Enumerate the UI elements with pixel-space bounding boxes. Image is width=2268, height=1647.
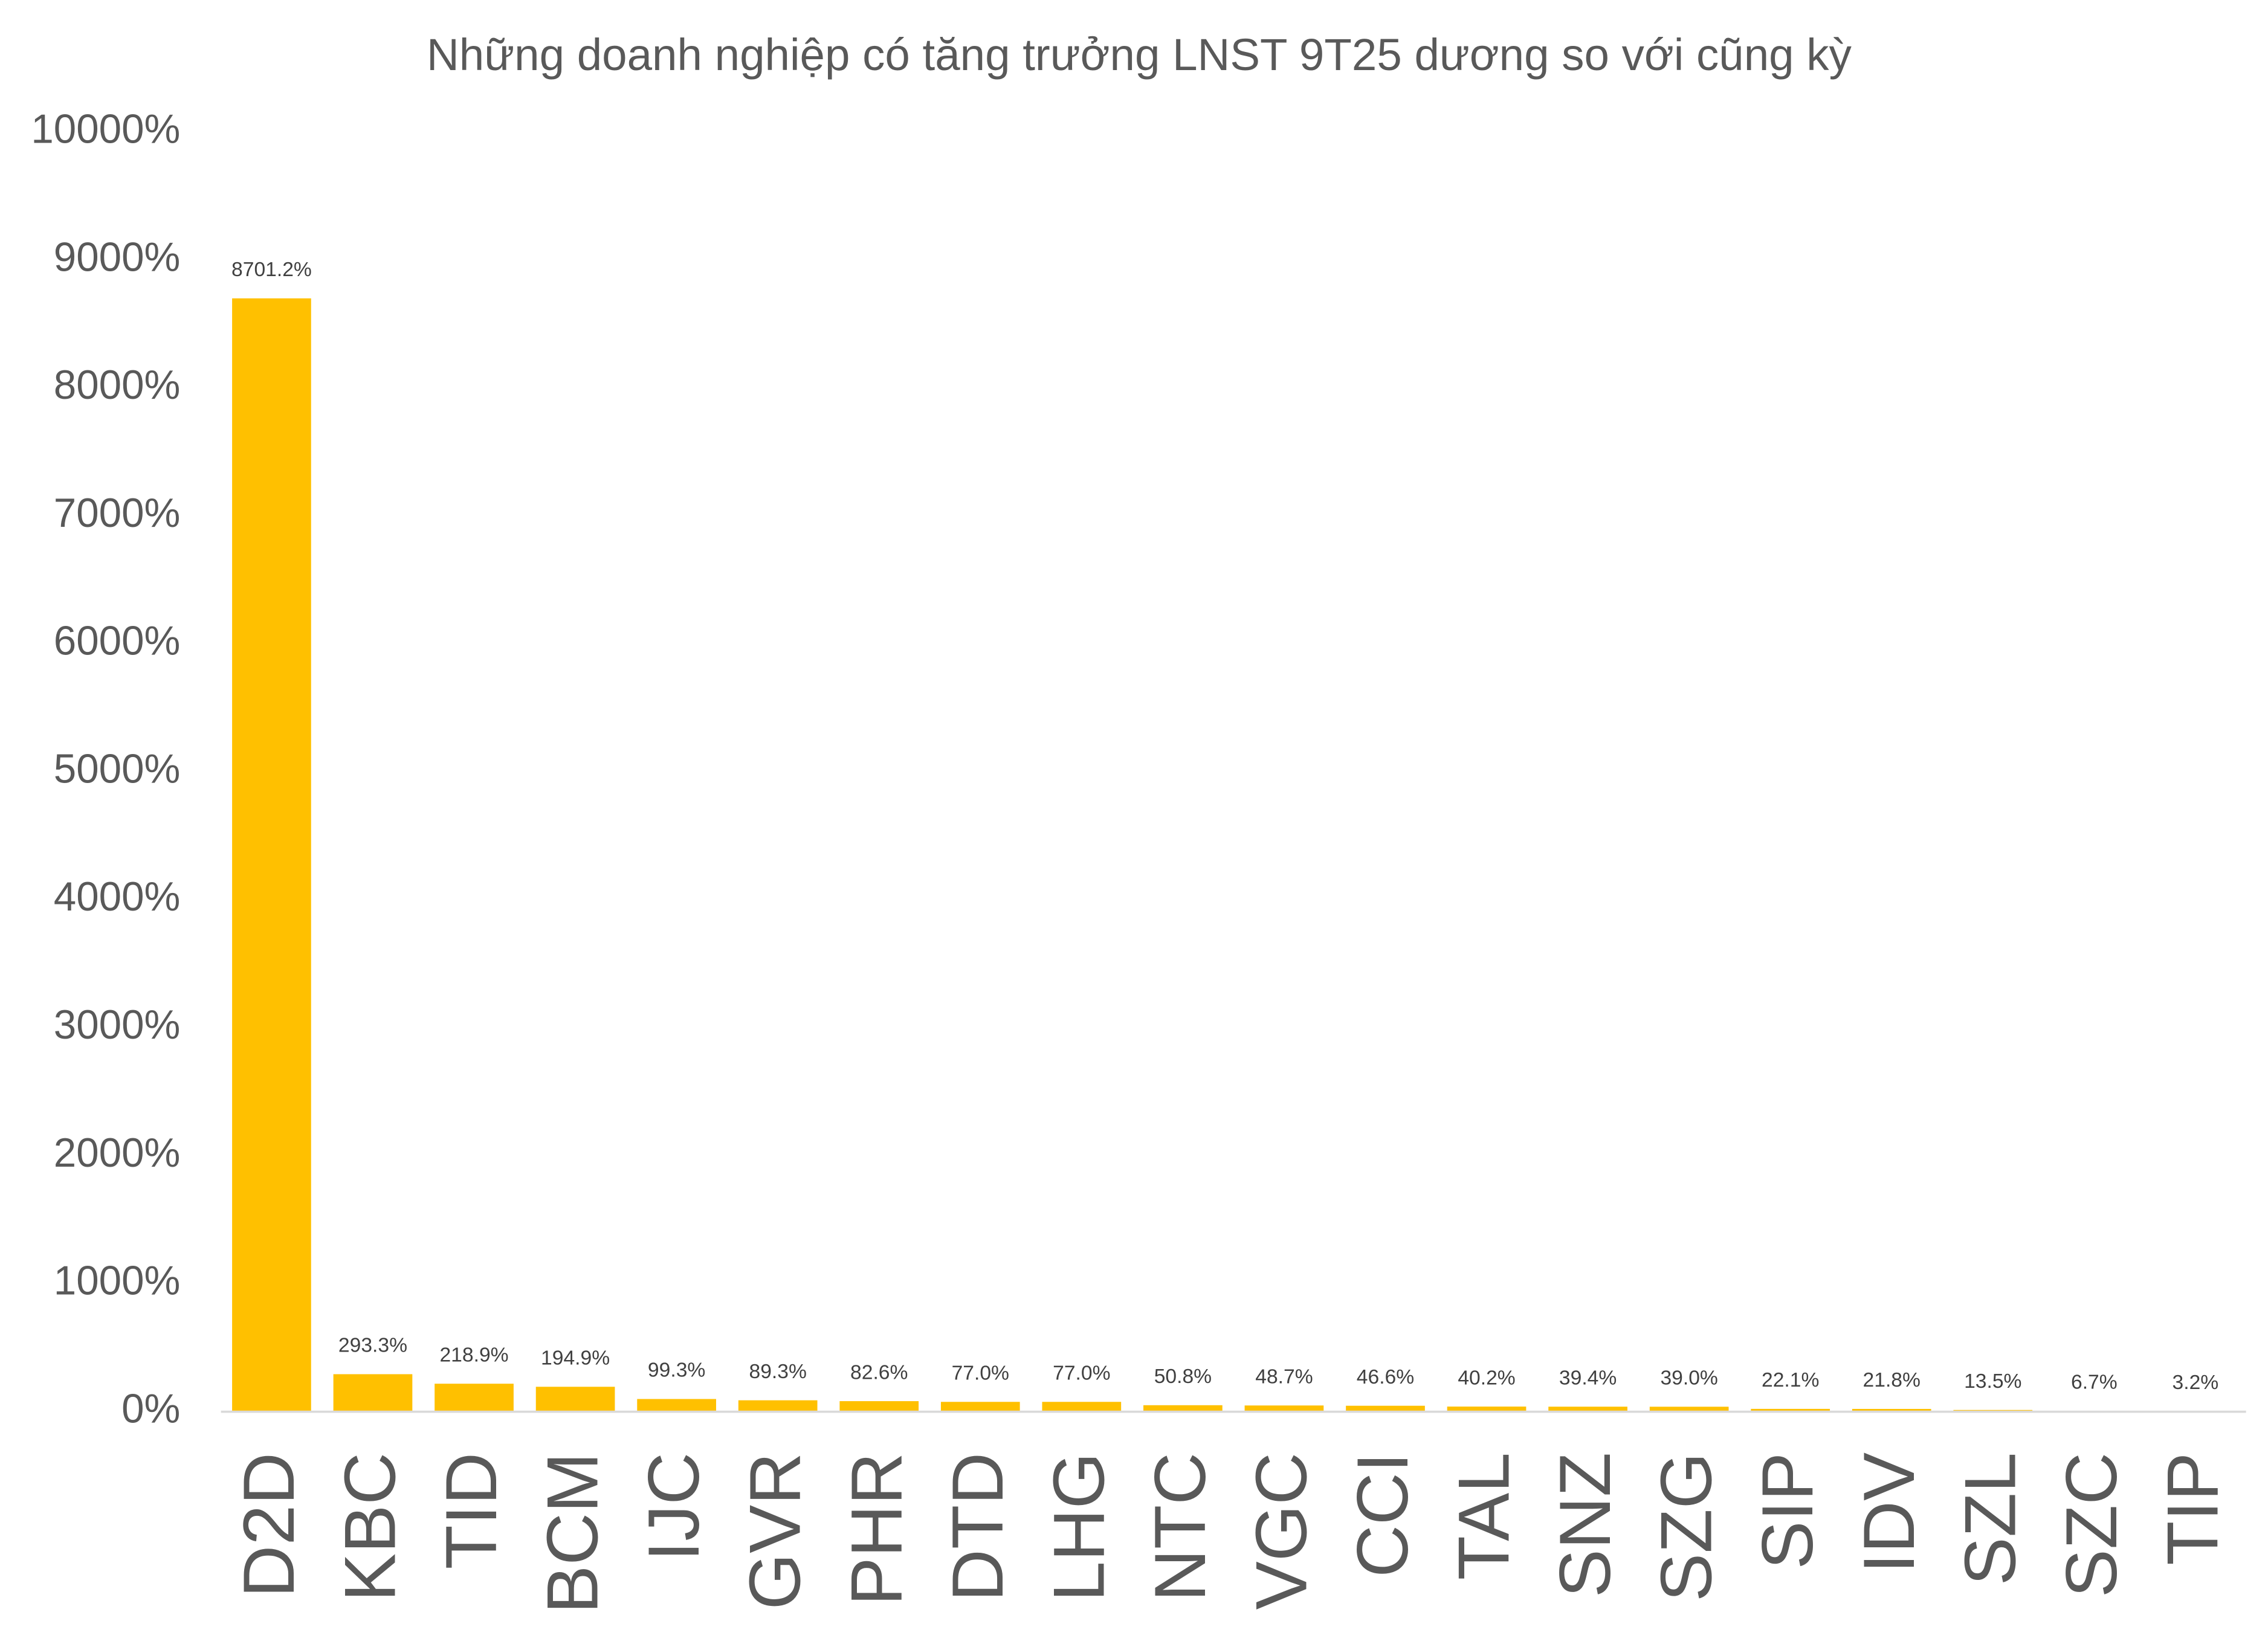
bar [535,1387,615,1412]
x-tick-label: LHG [1038,1452,1119,1602]
x-tick-label: TID [431,1452,512,1570]
y-tick-label: 1000% [54,1259,181,1304]
x-tick-label: IJC [633,1452,714,1561]
bar [1548,1407,1627,1412]
bar [738,1400,818,1412]
value-label: 39.4% [1559,1367,1617,1389]
bar [333,1374,413,1412]
bar [839,1401,919,1412]
x-tick-label: NTC [1140,1452,1221,1602]
x-tick-label: SNZ [1545,1452,1626,1597]
bar [435,1384,514,1412]
x-tick-label: PHR [836,1452,917,1606]
y-tick-label: 7000% [54,491,181,536]
x-tick-label: GVR [735,1452,816,1610]
x-tick-label: TIP [2152,1452,2233,1565]
value-label: 293.3% [338,1335,407,1357]
value-label: 39.0% [1660,1367,1717,1390]
value-label: 82.6% [850,1361,908,1384]
value-label: 46.6% [1357,1366,1414,1388]
y-tick-label: 5000% [54,746,181,791]
x-tick-label: SZC [2051,1452,2132,1597]
y-tick-label: 6000% [54,619,181,664]
x-tick-label: SZL [1950,1452,2031,1585]
x-tick-label: IDV [1849,1452,1930,1573]
value-label: 13.5% [1964,1370,2021,1393]
value-label: 99.3% [648,1359,705,1382]
y-tick-label: 0% [121,1386,180,1431]
x-tick-label: TAL [1444,1452,1525,1581]
x-tick-label: KBC [330,1452,411,1602]
bar [1042,1402,1122,1412]
x-tick-label: BCM [532,1452,613,1614]
value-label: 218.9% [439,1344,508,1366]
chart-title: Những doanh nghiệp có tăng trưởng LNST 9… [427,30,1852,80]
x-tick-label: D2D [228,1452,309,1597]
value-label: 8701.2% [231,259,312,281]
value-label: 77.0% [1053,1362,1110,1384]
bar [637,1399,716,1412]
y-tick-label: 4000% [54,874,181,920]
y-tick-label: 3000% [54,1002,181,1048]
bar [1447,1407,1527,1412]
value-label: 194.9% [541,1347,610,1370]
bar [940,1402,1020,1412]
value-label: 77.0% [952,1362,1009,1384]
y-tick-label: 2000% [54,1130,181,1176]
x-tick-label: SIP [1747,1452,1828,1570]
x-tick-label: SZG [1646,1452,1727,1602]
bar [1346,1405,1425,1412]
bar [1649,1407,1729,1412]
value-label: 89.3% [749,1361,806,1383]
y-tick-label: 8000% [54,363,181,408]
x-tick-label: DTD [937,1452,1018,1602]
value-label: 40.2% [1458,1367,1515,1389]
bar [232,298,311,1412]
value-label: 48.7% [1255,1365,1313,1388]
y-tick-label: 10000% [31,107,180,152]
bar [1244,1405,1324,1412]
bar [1852,1408,1931,1412]
value-label: 50.8% [1154,1365,1212,1388]
value-label: 3.2% [2173,1371,2219,1394]
bar [1143,1405,1223,1412]
x-tick-label: CCI [1342,1452,1423,1578]
value-label: 22.1% [1762,1369,1819,1391]
bar [1751,1408,1830,1412]
y-tick-label: 9000% [54,234,181,280]
x-tick-label: VGC [1241,1452,1322,1610]
value-label: 6.7% [2071,1371,2118,1393]
value-label: 21.8% [1863,1369,1921,1391]
